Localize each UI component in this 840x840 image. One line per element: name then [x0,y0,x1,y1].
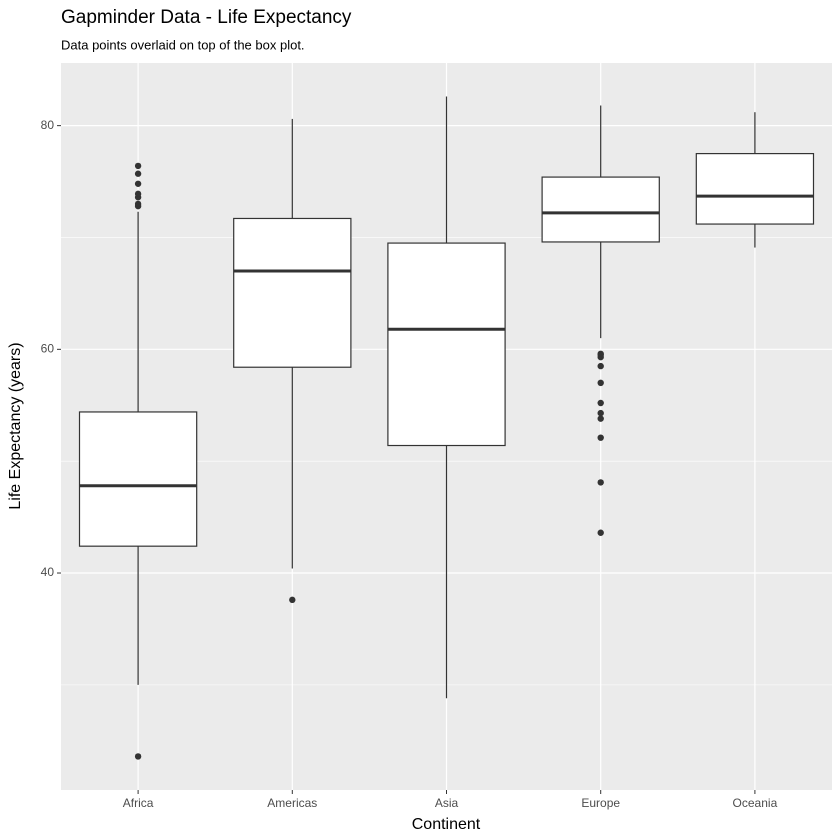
outlier [134,180,142,187]
outlier [289,596,296,604]
x-tick-label: Europe [581,796,620,810]
x-tick-label: Oceania [733,796,778,810]
box [541,176,660,243]
outlier [597,434,604,441]
y-axis-title: Life Expectancy (years) [7,342,24,509]
outlier [597,409,604,417]
outlier [134,190,142,198]
x-axis-title: Continent [412,816,481,833]
box [695,152,815,225]
outlier [597,379,604,387]
x-tick-label: Africa [123,796,154,810]
outlier [597,399,604,407]
outlier [134,162,142,170]
outlier [597,529,604,536]
y-tick-label: 40 [41,565,55,579]
outlier [597,479,604,486]
x-tick-label: Americas [267,796,317,810]
x-tick-label: Asia [435,796,459,810]
outlier [134,200,142,208]
box [78,411,198,547]
outlier [597,415,604,422]
box [387,242,506,447]
box [233,217,352,368]
y-tick-label: 80 [41,118,55,132]
outlier [597,362,604,370]
chart-title: Gapminder Data - Life Expectancy [61,7,352,28]
chart-subtitle: Data points overlaid on top of the box p… [61,37,305,52]
outlier [134,753,142,760]
y-tick-label: 60 [41,341,55,355]
outlier [134,170,142,177]
outlier [597,350,604,357]
